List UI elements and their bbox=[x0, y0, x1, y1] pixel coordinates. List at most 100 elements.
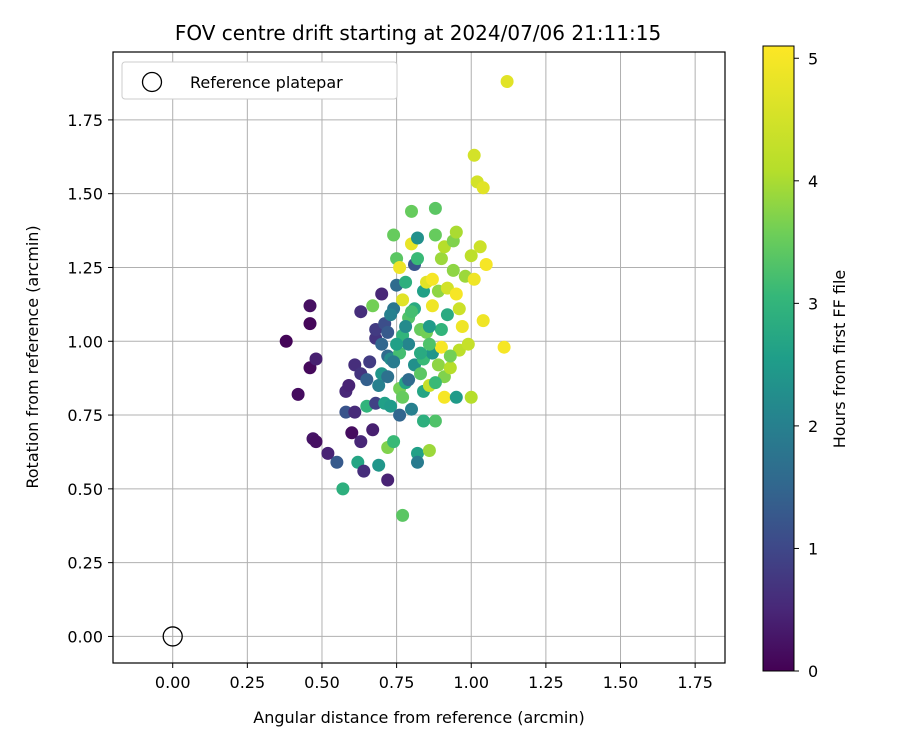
data-point bbox=[381, 325, 395, 339]
data-point bbox=[500, 75, 514, 88]
data-point bbox=[449, 390, 463, 404]
data-point bbox=[309, 352, 323, 366]
data-point bbox=[422, 320, 436, 333]
data-point bbox=[402, 337, 416, 351]
data-point bbox=[497, 340, 511, 354]
x-tick-label: 1.00 bbox=[453, 673, 489, 692]
x-tick-label: 0.75 bbox=[379, 673, 415, 692]
data-point bbox=[476, 181, 490, 195]
data-point bbox=[303, 299, 317, 313]
data-point bbox=[399, 275, 413, 289]
data-point bbox=[399, 320, 413, 333]
data-point bbox=[345, 426, 359, 440]
data-point bbox=[363, 355, 377, 369]
data-point bbox=[434, 252, 448, 266]
data-point bbox=[443, 361, 457, 375]
legend-label: Reference platepar bbox=[190, 73, 343, 92]
plot-frame bbox=[112, 51, 726, 664]
data-point bbox=[303, 317, 317, 331]
data-point bbox=[446, 263, 460, 277]
data-point bbox=[411, 455, 424, 469]
y-tick-label: 0.00 bbox=[67, 627, 103, 646]
data-point bbox=[417, 414, 430, 428]
x-axis-ticks: 0.00 0.25 0.50 0.75 1.00 1.25 1.50 1.75 bbox=[155, 663, 713, 692]
data-point bbox=[381, 473, 395, 487]
data-point bbox=[366, 299, 380, 313]
data-point bbox=[342, 379, 356, 392]
data-point bbox=[384, 399, 398, 413]
legend-box bbox=[121, 61, 398, 100]
data-point bbox=[411, 446, 424, 460]
data-point bbox=[381, 370, 395, 384]
data-point bbox=[369, 396, 383, 410]
data-point bbox=[393, 261, 407, 274]
data-point bbox=[440, 308, 454, 322]
data-point bbox=[405, 402, 418, 416]
data-point bbox=[405, 204, 418, 218]
colorbar-tick-label: 2 bbox=[808, 417, 818, 436]
y-tick-label: 0.25 bbox=[67, 554, 103, 573]
data-point bbox=[461, 337, 475, 351]
y-axis-label: Rotation from reference (arcmin) bbox=[23, 225, 42, 488]
data-point bbox=[443, 349, 457, 363]
colorbar-tick-label: 4 bbox=[808, 172, 818, 191]
data-point bbox=[414, 367, 427, 381]
data-point bbox=[279, 334, 293, 348]
data-point bbox=[375, 337, 389, 351]
y-tick-label: 1.50 bbox=[67, 185, 103, 204]
data-point bbox=[411, 252, 424, 266]
x-tick-label: 0.25 bbox=[230, 673, 266, 692]
data-point bbox=[366, 423, 380, 437]
x-tick-label: 1.75 bbox=[677, 673, 713, 692]
data-point bbox=[291, 387, 305, 401]
data-point bbox=[449, 225, 463, 239]
data-point bbox=[437, 390, 451, 404]
data-point bbox=[428, 376, 442, 390]
reference-platepar-marker bbox=[162, 626, 183, 647]
data-point bbox=[354, 435, 368, 449]
data-point bbox=[387, 228, 401, 242]
data-point bbox=[431, 358, 445, 372]
colorbar-tick-label: 1 bbox=[808, 539, 818, 558]
colorbar-tick-label: 5 bbox=[808, 49, 818, 68]
data-point bbox=[396, 390, 410, 404]
data-point bbox=[479, 258, 493, 271]
colorbar-tick-label: 0 bbox=[808, 662, 818, 681]
data-point bbox=[452, 302, 466, 316]
data-point bbox=[405, 305, 418, 319]
data-point bbox=[455, 320, 469, 333]
colorbar-label: Hours from first FF file bbox=[830, 270, 849, 449]
data-point bbox=[411, 231, 424, 245]
y-tick-label: 1.75 bbox=[67, 111, 103, 130]
data-point bbox=[387, 355, 401, 369]
x-axis-label: Angular distance from reference (arcmin) bbox=[253, 708, 584, 727]
data-point bbox=[422, 444, 436, 457]
data-point bbox=[425, 272, 439, 286]
data-point bbox=[387, 435, 401, 449]
data-point bbox=[336, 482, 350, 496]
x-tick-label: 1.50 bbox=[603, 673, 639, 692]
colorbar: 0 1 2 3 4 5 Hours from first FF file bbox=[762, 45, 849, 681]
data-point bbox=[402, 373, 416, 387]
y-axis-ticks: 0.00 0.25 0.50 0.75 1.00 1.25 1.50 1.75 bbox=[67, 111, 113, 646]
data-point bbox=[476, 314, 490, 328]
data-point bbox=[339, 405, 353, 419]
x-tick-label: 0.00 bbox=[155, 673, 191, 692]
data-point bbox=[360, 373, 374, 387]
data-point bbox=[425, 299, 439, 313]
data-point bbox=[428, 414, 442, 428]
data-point bbox=[390, 337, 404, 351]
chart-title: FOV centre drift starting at 2024/07/06 … bbox=[175, 21, 661, 45]
data-point bbox=[473, 240, 487, 254]
data-point bbox=[309, 435, 323, 449]
x-tick-label: 0.50 bbox=[304, 673, 340, 692]
reference-layer bbox=[162, 626, 183, 647]
colorbar-frame bbox=[762, 45, 795, 672]
y-tick-label: 0.75 bbox=[67, 406, 103, 425]
data-point bbox=[393, 408, 407, 422]
data-point bbox=[396, 508, 410, 522]
data-point bbox=[434, 323, 448, 336]
data-point bbox=[348, 405, 362, 419]
